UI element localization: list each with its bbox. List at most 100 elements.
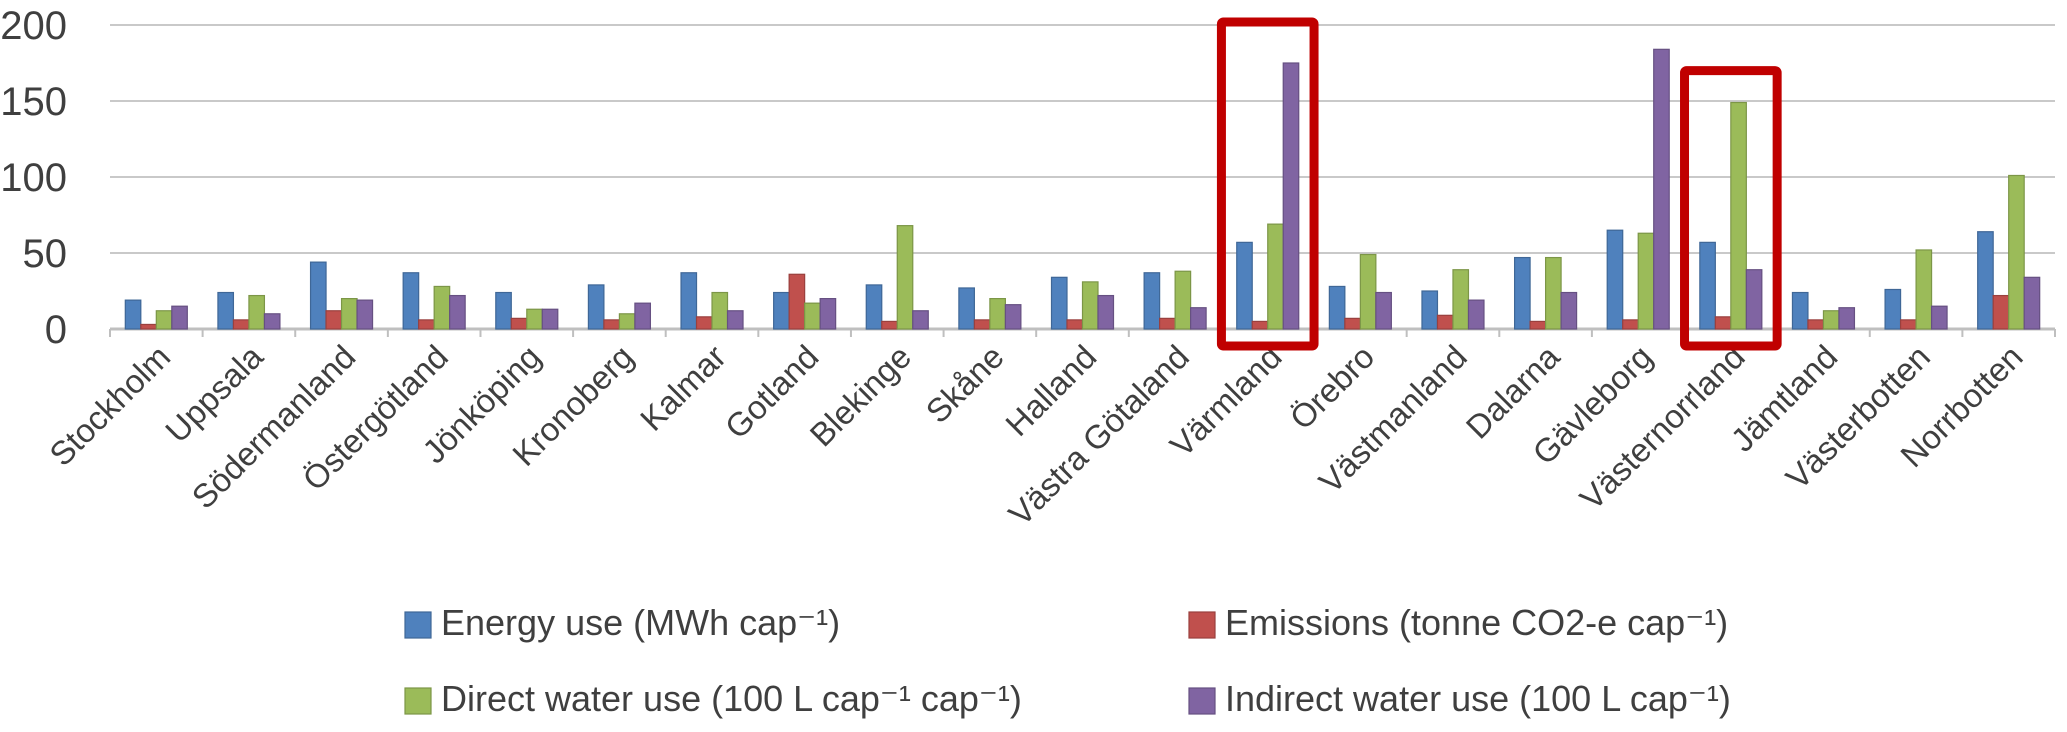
bar-stockholm-series-0 — [124, 299, 142, 330]
highlight-box-västernorrland — [1680, 66, 1782, 351]
bar-uppsala-series-0 — [217, 291, 235, 330]
bar-g-vleborg-series-1 — [1622, 319, 1639, 330]
bar-s-dermanland-series-1 — [325, 310, 343, 330]
bar-blekinge-series-0 — [865, 284, 883, 330]
bar-s-dermanland-series-3 — [356, 299, 374, 330]
bar-halland-series-1 — [1066, 319, 1084, 330]
bar-v-sterbotten-series-1 — [1899, 319, 1917, 330]
legend-swatch-series-3 — [1188, 687, 1216, 715]
bar-gotland-series-0 — [773, 291, 790, 330]
bar-j-nk-ping-series-2 — [526, 308, 543, 330]
bar-j-mtland-series-1 — [1807, 319, 1825, 330]
legend-swatch-series-0 — [404, 611, 432, 639]
bar-kronoberg-series-0 — [587, 284, 605, 330]
bar-stockholm-series-2 — [155, 310, 173, 330]
bar-gotland-series-3 — [819, 298, 837, 330]
bar--sterg-tland-series-2 — [433, 285, 451, 330]
bar-j-mtland-series-3 — [1838, 307, 1856, 330]
bar-kalmar-series-0 — [680, 272, 698, 330]
bar-dalarna-series-1 — [1529, 320, 1547, 330]
bar--sterg-tland-series-0 — [402, 272, 420, 330]
bar-v-stmanland-series-2 — [1452, 269, 1470, 330]
bar-dalarna-series-3 — [1560, 291, 1578, 330]
bar-s-dermanland-series-0 — [309, 261, 327, 330]
bar-norrbotten-series-0 — [1977, 231, 1994, 330]
bar-v-stra-g-taland-series-0 — [1143, 272, 1161, 330]
bar-blekinge-series-2 — [896, 225, 914, 330]
bar-v-sterbotten-series-3 — [1930, 305, 1948, 330]
bar-sk-ne-series-0 — [958, 287, 975, 330]
bar-j-nk-ping-series-1 — [510, 317, 528, 330]
legend-label-series-3: Indirect water use (100 L cap⁻¹) — [1225, 678, 1731, 719]
bar-gotland-series-1 — [788, 273, 806, 330]
bar-v-stmanland-series-3 — [1467, 299, 1485, 330]
bar-g-vleborg-series-3 — [1653, 48, 1670, 330]
bar-dalarna-series-2 — [1544, 256, 1562, 330]
y-tick-label-150: 150 — [0, 80, 67, 124]
bar-norrbotten-series-1 — [1992, 294, 2010, 330]
bar-v-rmland-series-1 — [1251, 320, 1269, 330]
bar-halland-series-3 — [1097, 294, 1115, 330]
bar-kronoberg-series-2 — [618, 313, 636, 330]
bar--rebro-series-2 — [1359, 253, 1377, 330]
y-tick-label-50: 50 — [23, 232, 68, 276]
bar-v-sternorrland-series-2 — [1730, 101, 1747, 330]
bar-v-sternorrland-series-3 — [1745, 269, 1763, 330]
bar-dalarna-series-0 — [1513, 256, 1531, 330]
bar--rebro-series-1 — [1344, 317, 1361, 330]
bar-j-nk-ping-series-3 — [541, 308, 559, 330]
bar-stockholm-series-1 — [140, 323, 157, 330]
bar-halland-series-2 — [1081, 281, 1099, 330]
bar-v-rmland-series-2 — [1267, 223, 1284, 330]
bar-g-vleborg-series-0 — [1606, 229, 1624, 330]
bar-kalmar-series-1 — [695, 316, 713, 330]
bar-kronoberg-series-1 — [603, 319, 621, 330]
legend-swatch-series-2 — [404, 687, 432, 715]
x-category-label: Blekinge — [803, 338, 919, 454]
y-tick-label-0: 0 — [45, 308, 67, 352]
bar-sk-ne-series-3 — [1004, 304, 1022, 330]
bar-v-rmland-series-0 — [1236, 241, 1253, 330]
x-category-label: Västernorrland — [1573, 338, 1752, 517]
bar-j-nk-ping-series-0 — [495, 291, 512, 330]
x-category-label: Södermanland — [185, 338, 363, 516]
bar-kronoberg-series-3 — [634, 302, 652, 330]
bar-v-stra-g-taland-series-1 — [1159, 317, 1176, 330]
bar-halland-series-0 — [1050, 276, 1068, 330]
bar-sk-ne-series-1 — [973, 319, 991, 330]
legend-label-series-1: Emissions (tonne CO2-e cap⁻¹) — [1225, 602, 1728, 643]
bar-j-mtland-series-2 — [1822, 310, 1840, 330]
bar-blekinge-series-1 — [881, 320, 898, 330]
y-tick-label-200: 200 — [0, 4, 67, 48]
bar-v-rmland-series-3 — [1282, 62, 1300, 330]
bar--rebro-series-3 — [1375, 291, 1392, 330]
bar-norrbotten-series-3 — [2023, 276, 2041, 330]
bar-uppsala-series-3 — [263, 313, 281, 330]
bar-v-stmanland-series-1 — [1436, 314, 1454, 330]
bar-sk-ne-series-2 — [989, 298, 1006, 330]
legend-label-series-2: Direct water use (100 L cap⁻¹ cap⁻¹) — [441, 678, 1022, 719]
bar-blekinge-series-3 — [912, 310, 929, 330]
legend-label-series-0: Energy use (MWh cap⁻¹) — [441, 602, 840, 643]
bar--sterg-tland-series-3 — [449, 294, 466, 330]
x-category-label: Stockholm — [42, 338, 177, 473]
bar-v-sternorrland-series-0 — [1699, 241, 1716, 330]
bar-kalmar-series-2 — [711, 291, 729, 330]
bar--rebro-series-0 — [1328, 285, 1346, 330]
legend-swatch-series-1 — [1188, 611, 1216, 639]
bar-j-mtland-series-0 — [1791, 291, 1809, 330]
bar-stockholm-series-3 — [171, 305, 188, 330]
bar-uppsala-series-1 — [232, 319, 250, 330]
bar-s-dermanland-series-2 — [340, 298, 358, 330]
bar-kalmar-series-3 — [726, 310, 744, 330]
bar-g-vleborg-series-2 — [1637, 232, 1655, 330]
bar-v-sterbotten-series-2 — [1915, 249, 1933, 330]
bar-uppsala-series-2 — [248, 294, 266, 330]
x-category-label: Skåne — [918, 338, 1010, 430]
bar-v-sternorrland-series-1 — [1714, 316, 1732, 330]
bar-norrbotten-series-2 — [2008, 174, 2025, 330]
bar-v-stmanland-series-0 — [1421, 290, 1439, 330]
highlight-box-värmland — [1216, 17, 1319, 351]
